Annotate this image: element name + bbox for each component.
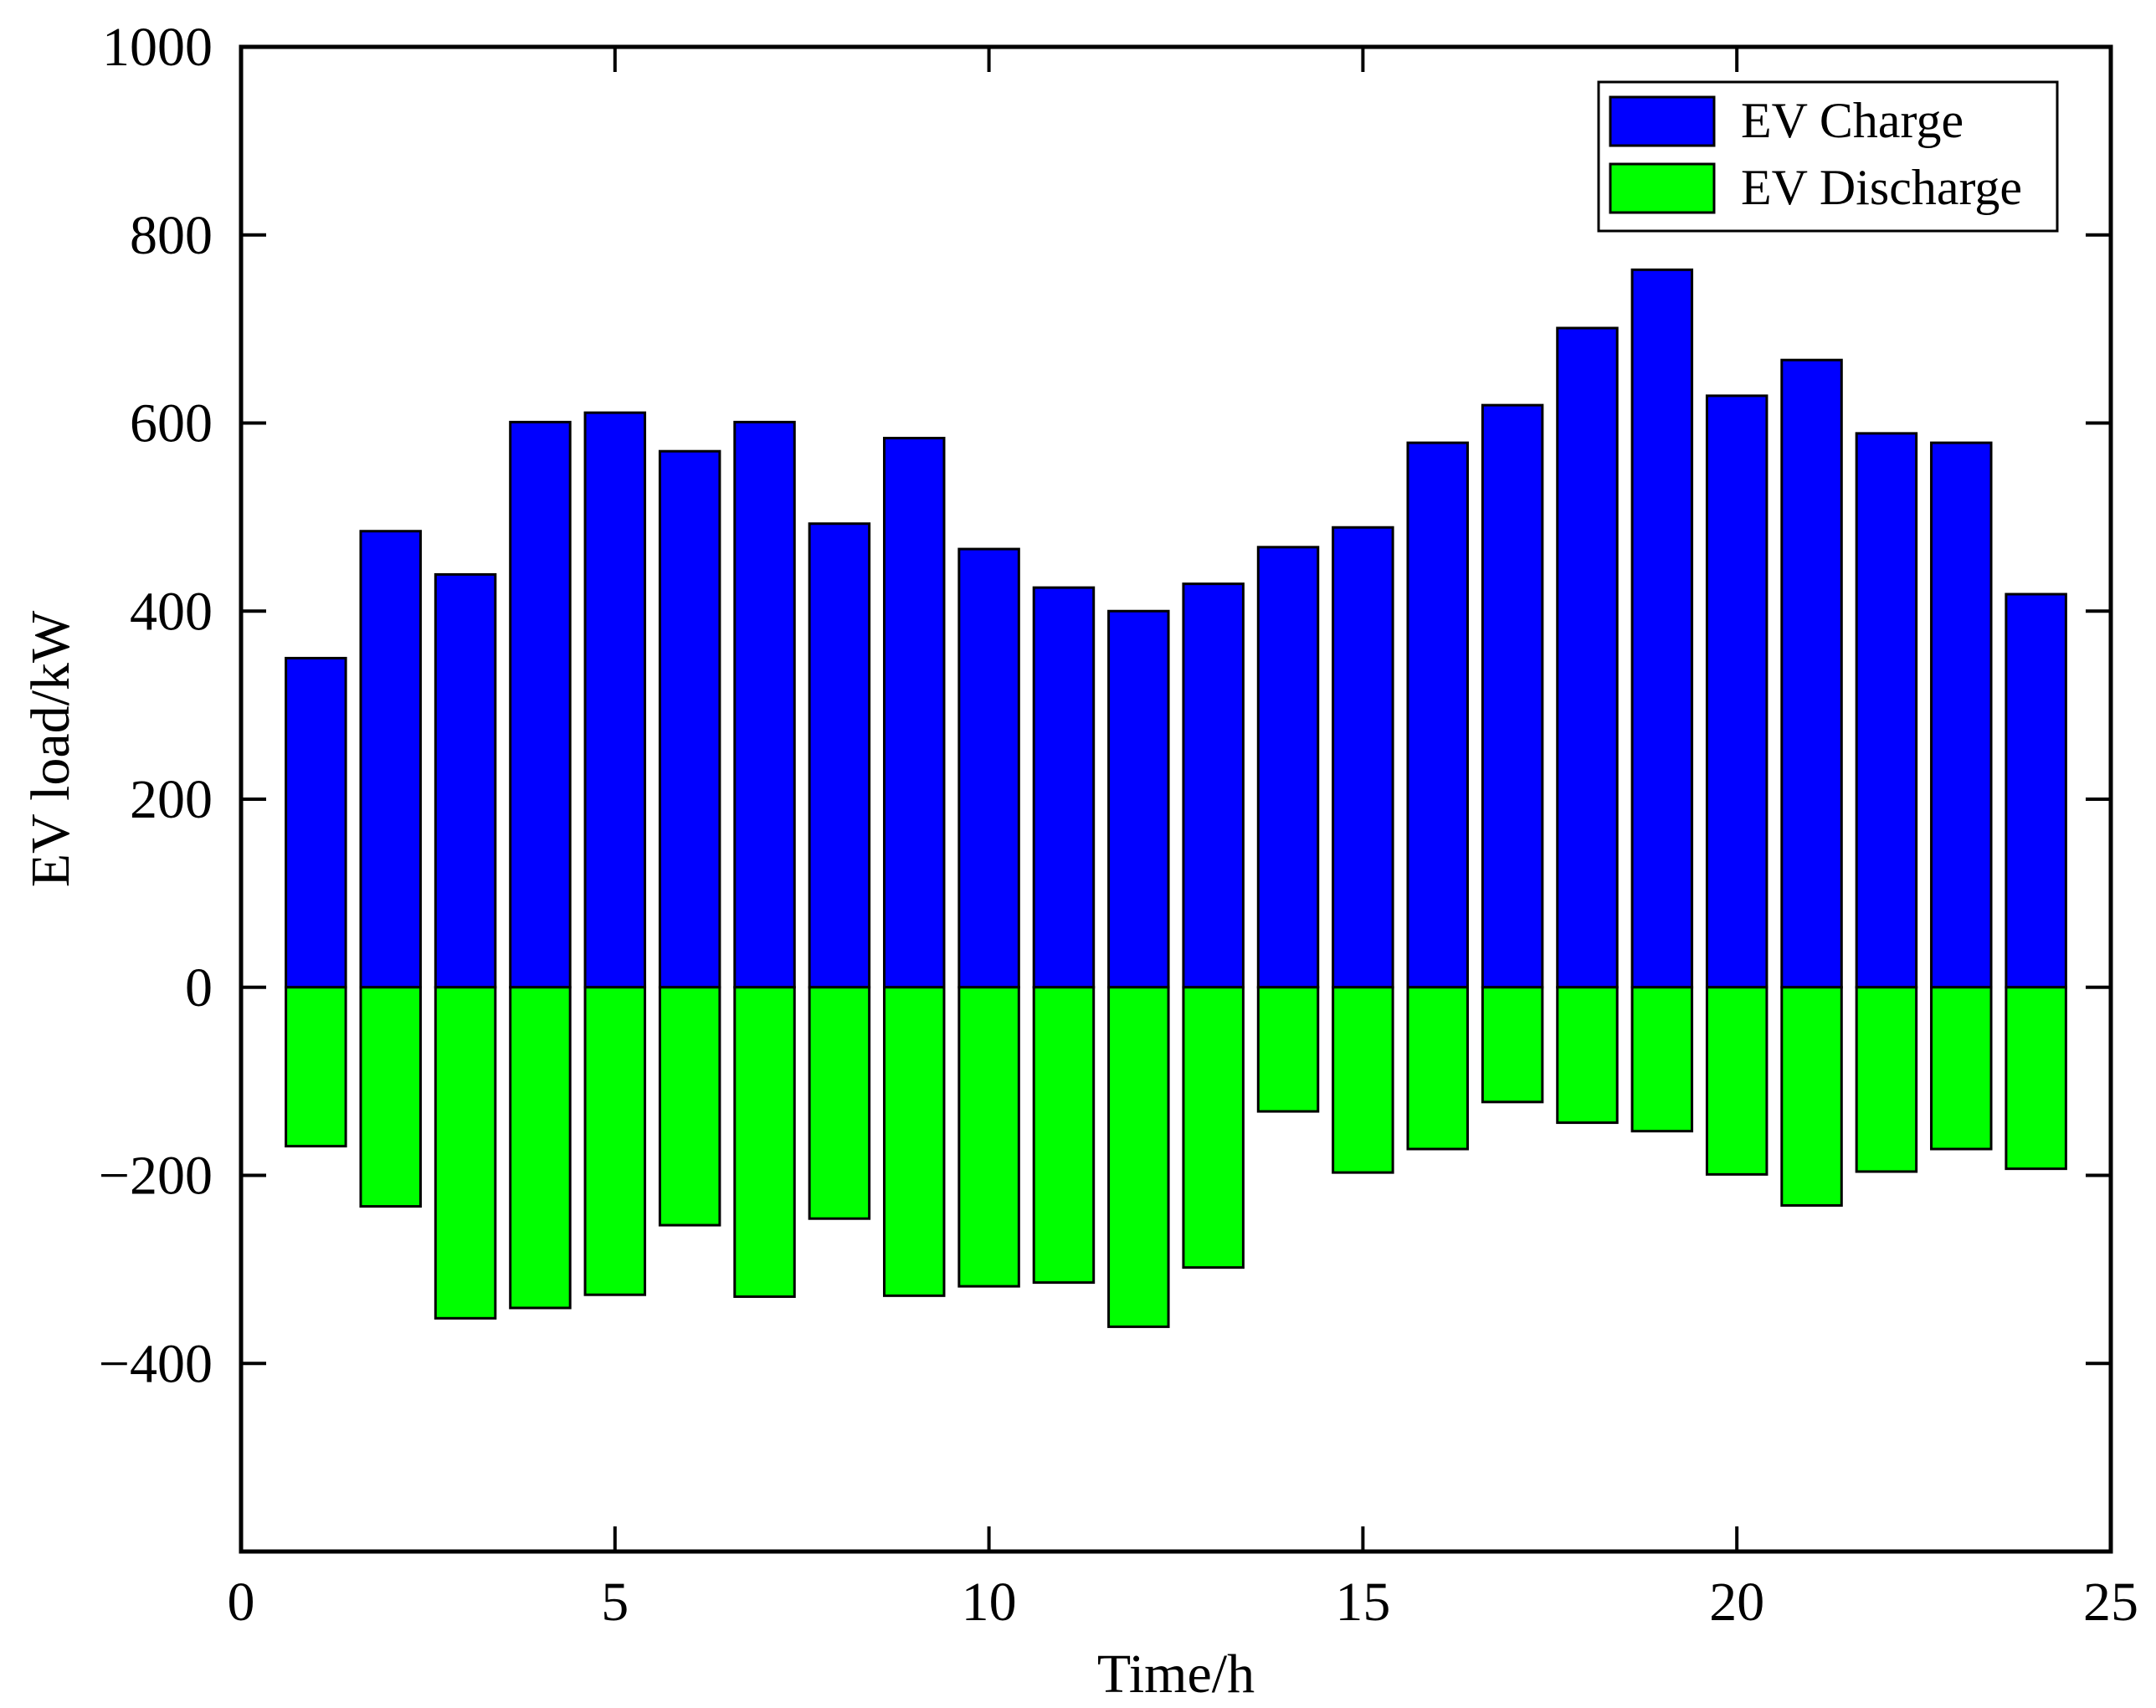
discharge-bar-13: [1182, 986, 1245, 1269]
discharge-bar-12: [1107, 986, 1170, 1328]
charge-bar-2: [359, 530, 422, 989]
charge-bar-12: [1107, 609, 1170, 989]
legend-label-ev-discharge: EV Discharge: [1741, 160, 2022, 215]
discharge-bar-8: [808, 986, 871, 1220]
charge-bar-22: [1855, 432, 1918, 989]
legend: EV Charge EV Discharge: [1597, 80, 2059, 233]
discharge-bar-19: [1630, 986, 1694, 1133]
y-tick-label: 600: [130, 393, 213, 454]
charge-bar-3: [434, 572, 497, 989]
charge-bar-19: [1630, 268, 1694, 989]
y-tick-label: 200: [130, 769, 213, 830]
charge-bar-10: [957, 547, 1020, 989]
discharge-bar-23: [1930, 986, 1993, 1151]
x-tick-label: 10: [962, 1572, 1017, 1633]
plot-frame: [239, 44, 2113, 1554]
discharge-bar-6: [658, 986, 721, 1227]
discharge-bar-20: [1705, 986, 1768, 1176]
x-tick-label: 25: [2083, 1572, 2138, 1633]
legend-swatch-ev-charge: [1609, 95, 1716, 147]
x-axis-title: Time/h: [1097, 1644, 1255, 1705]
discharge-bar-14: [1256, 986, 1320, 1113]
discharge-bar-2: [359, 986, 422, 1208]
y-axis-title: EV load/kW: [20, 610, 81, 887]
y-tick-label: 1000: [102, 17, 213, 78]
x-tick-label: 0: [228, 1572, 255, 1633]
charge-bar-14: [1256, 546, 1320, 989]
discharge-bar-17: [1481, 986, 1544, 1104]
charge-bar-20: [1705, 394, 1768, 989]
discharge-bar-10: [957, 986, 1020, 1288]
discharge-bar-11: [1032, 986, 1096, 1285]
charge-bar-1: [285, 656, 347, 989]
charge-bar-21: [1780, 358, 1843, 989]
charge-bar-8: [808, 522, 871, 989]
charge-bar-17: [1481, 403, 1544, 989]
discharge-bar-21: [1780, 986, 1843, 1207]
discharge-bar-1: [285, 986, 347, 1148]
charge-bar-5: [583, 411, 647, 989]
charge-bar-7: [733, 420, 796, 989]
y-tick-label: −200: [99, 1146, 213, 1207]
y-tick-label: 800: [130, 205, 213, 266]
discharge-bar-22: [1855, 986, 1918, 1173]
discharge-bar-3: [434, 986, 497, 1320]
charge-bar-15: [1332, 526, 1394, 989]
discharge-bar-4: [509, 986, 572, 1310]
charge-bar-13: [1182, 582, 1245, 989]
charge-bar-9: [882, 436, 946, 989]
x-tick-label: 15: [1335, 1572, 1390, 1633]
discharge-bar-7: [733, 986, 796, 1298]
legend-swatch-ev-discharge: [1609, 162, 1716, 214]
discharge-bar-18: [1556, 986, 1619, 1125]
charge-bar-16: [1406, 441, 1470, 989]
discharge-bar-24: [2005, 986, 2067, 1171]
tick-labels-layer: 0 5 10 15 20 25 −400 −200 0 200 400 600 800 1000: [99, 17, 2138, 1633]
charge-bar-18: [1556, 326, 1619, 989]
charge-bar-6: [658, 449, 721, 989]
legend-label-ev-charge: EV Charge: [1741, 93, 1964, 148]
discharge-bar-9: [882, 986, 946, 1297]
discharge-bar-16: [1406, 986, 1470, 1151]
charge-bar-24: [2005, 592, 2067, 989]
discharge-bar-15: [1332, 986, 1394, 1174]
x-tick-label: 20: [1709, 1572, 1764, 1633]
charge-bar-4: [509, 420, 572, 989]
y-tick-label: 400: [130, 581, 213, 642]
discharge-bar-5: [583, 986, 647, 1296]
y-tick-label: −400: [99, 1333, 213, 1394]
ticks-layer: [239, 45, 2112, 1552]
charge-bar-11: [1032, 586, 1096, 989]
x-tick-label: 5: [601, 1572, 629, 1633]
bars-layer: [285, 268, 2067, 1328]
y-tick-label: 0: [185, 957, 213, 1018]
charge-bar-23: [1930, 441, 1993, 989]
